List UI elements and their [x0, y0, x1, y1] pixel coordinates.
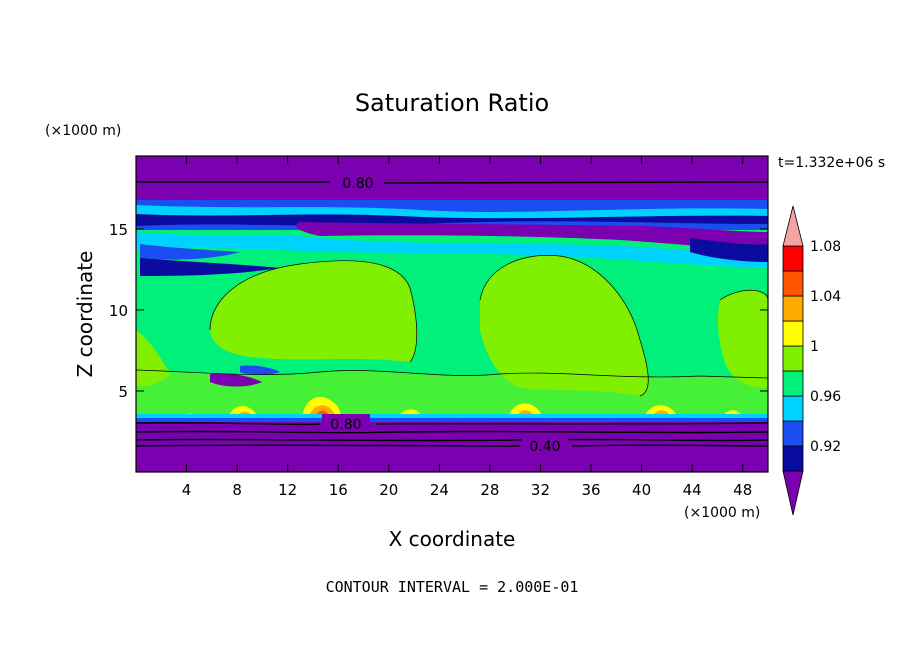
- dry-pocket-2: [240, 365, 280, 375]
- x-tick-label: 20: [379, 481, 398, 499]
- surface-blue-band: [136, 418, 768, 422]
- x-unit-label: (×1000 m): [684, 505, 760, 521]
- colorbar-segment: [782, 395, 804, 422]
- x-tick-label: 36: [581, 481, 600, 499]
- colorbar-segment: [782, 270, 804, 297]
- y-axis: 5 10 15: [109, 221, 768, 401]
- band-darkblue-3: [690, 238, 768, 262]
- contour-label-top: 0.80: [342, 176, 373, 192]
- y-axis-title: Z coordinate: [73, 251, 97, 378]
- colorbar-segment: [782, 345, 804, 372]
- x-tick-label: 28: [480, 481, 499, 499]
- y-unit-label: (×1000 m): [45, 123, 121, 139]
- plot-area: [136, 156, 768, 472]
- contour-interval-note: CONTOUR INTERVAL = 2.000E-01: [326, 578, 579, 596]
- plot-frame: [135, 155, 769, 473]
- colorbar: 0.92 0.96 1 1.04 1.08: [782, 205, 841, 516]
- colorbar-over-arrow: [782, 205, 804, 247]
- x-tick-label: 48: [733, 481, 752, 499]
- colorbar-label: 1.04: [810, 289, 841, 305]
- lower-mottle: [136, 370, 768, 418]
- colorbar-label: 0.96: [810, 389, 841, 405]
- dry-pocket: [210, 373, 262, 387]
- x-tick-label: 24: [430, 481, 449, 499]
- colorbar-segment: [782, 295, 804, 322]
- colorbar-segment: [782, 370, 804, 397]
- colorbar-segment: [782, 445, 804, 472]
- contour-lines: [136, 181, 768, 447]
- contour-label-bottom: 0.40: [529, 439, 560, 455]
- colorbar-label: 1.08: [810, 239, 841, 255]
- colorbar-segment: [782, 245, 804, 272]
- band-darkblue: [136, 214, 768, 226]
- x-tick-label: 8: [232, 481, 242, 499]
- cloud-blob-2: [480, 255, 649, 396]
- band-purple: [296, 222, 768, 249]
- x-tick-label: 12: [278, 481, 297, 499]
- chart-title: Saturation Ratio: [355, 89, 549, 117]
- bottom-dry-layer: [136, 422, 768, 472]
- cloud-blob-3: [717, 290, 768, 388]
- cloud-blob-1: [210, 260, 417, 362]
- band-blue-2: [140, 244, 240, 260]
- band-cyan-2: [136, 232, 768, 268]
- band-darkblue-2: [140, 258, 280, 276]
- surface-cyan-band: [136, 414, 768, 420]
- y-tick-label: 15: [109, 221, 128, 239]
- colorbar-label: 0.92: [810, 439, 841, 455]
- y-tick-label: 5: [118, 383, 128, 401]
- x-tick-label: 16: [329, 481, 348, 499]
- contour-label-mid: 0.80: [330, 417, 361, 433]
- contour-labels: 0.80 0.80 0.40: [322, 173, 568, 455]
- colorbar-under-arrow: [782, 470, 804, 516]
- colorbar-segment: [782, 420, 804, 447]
- y-tick-label: 10: [109, 302, 128, 320]
- colorbar-label: 1: [810, 339, 819, 355]
- contour-lines-thin: [136, 255, 768, 397]
- x-axis-title: X coordinate: [389, 527, 516, 551]
- x-tick-label: 4: [182, 481, 192, 499]
- colorbar-segment: [782, 320, 804, 347]
- x-tick-label: 44: [683, 481, 702, 499]
- time-label: t=1.332e+06 s: [778, 155, 885, 171]
- x-tick-label: 40: [632, 481, 651, 499]
- x-tick-label: 32: [531, 481, 550, 499]
- x-axis: 4 8 12 16 20 24 28 32 36 40 44 48: [182, 156, 752, 499]
